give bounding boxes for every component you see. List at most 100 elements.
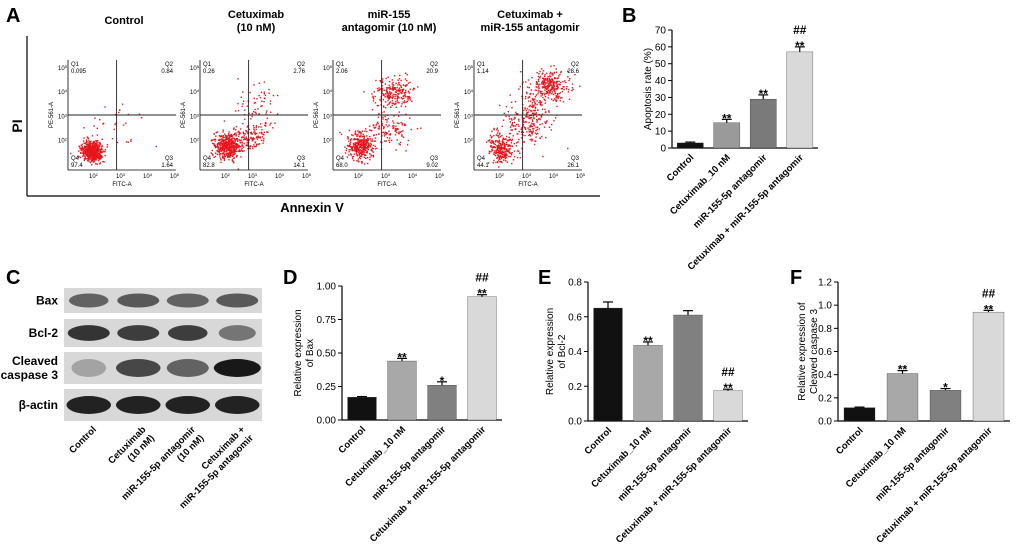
flow-event-dot — [499, 160, 501, 163]
flow-event-dot — [516, 156, 519, 159]
flow-event-dot — [504, 157, 506, 160]
flow-event-dot — [346, 144, 349, 147]
flow-event-dot — [356, 148, 358, 150]
flow-event-dot — [93, 148, 95, 150]
flow-event-dot — [363, 156, 365, 159]
flow-event-dot — [529, 117, 531, 120]
flow-event-dot — [214, 152, 217, 154]
flow-event-dot — [240, 156, 242, 158]
flow-event-dot — [369, 144, 371, 147]
flow-event-dot — [384, 83, 387, 85]
y-tick-label: 70 — [655, 26, 667, 37]
blot-band — [214, 396, 260, 414]
flow-event-dot — [553, 65, 555, 67]
flow-event-dot — [531, 119, 534, 121]
flow-event-dot — [494, 140, 497, 142]
flow-event-dot — [548, 92, 550, 94]
flow-event-dot — [225, 135, 228, 137]
flow-event-dot — [250, 133, 252, 135]
flow-x-tick: 102 — [495, 172, 505, 180]
flow-event-dot — [361, 147, 363, 150]
flow-event-dot — [409, 97, 411, 99]
flow-event-dot — [91, 164, 93, 166]
flow-event-dot — [93, 160, 95, 162]
flow-event-dot — [356, 145, 359, 147]
flow-event-dot — [502, 142, 504, 144]
flow-event-dot — [88, 149, 91, 151]
flow-event-dot — [543, 98, 546, 101]
flow-event-dot — [352, 157, 354, 160]
flow-plot-title: miR-155 antagomir — [480, 22, 580, 34]
flow-event-dot — [360, 144, 362, 146]
flow-event-dot — [560, 97, 562, 99]
flow-event-dot — [545, 88, 548, 90]
flow-event-dot — [504, 152, 506, 154]
flow-event-dot — [222, 153, 224, 155]
flow-event-dot — [350, 139, 352, 142]
flow-event-dot — [86, 149, 88, 151]
flow-event-dot — [556, 84, 558, 86]
flow-event-dot — [254, 102, 257, 104]
flow-event-dot — [555, 100, 557, 103]
flow-event-dot — [397, 88, 400, 91]
flow-event-dot — [548, 77, 550, 80]
flow-event-dot — [259, 132, 261, 134]
flow-event-dot — [365, 154, 367, 157]
flow-event-dot — [104, 149, 107, 151]
flow-event-dot — [394, 95, 396, 98]
flow-x-tick: 102 — [221, 172, 231, 180]
flow-event-dot — [243, 133, 245, 135]
flow-event-dot — [88, 141, 90, 143]
flow-event-dot — [541, 83, 543, 85]
flow-event-dot — [229, 152, 231, 154]
flow-cytometry-panel: PI Annexin V ControlQ10.095Q20.84Q31.64Q… — [9, 9, 600, 215]
flow-event-dot — [368, 147, 370, 149]
flow-event-dot — [502, 143, 504, 145]
flow-event-dot — [525, 128, 527, 130]
flow-event-dot — [385, 89, 387, 91]
flow-event-dot — [532, 128, 534, 130]
flow-event-dot — [231, 159, 233, 161]
flow-event-dot — [253, 97, 255, 99]
flow-event-dot — [95, 163, 97, 165]
flow-event-dot — [122, 124, 125, 126]
flow-event-dot — [408, 90, 410, 93]
flow-event-dot — [247, 148, 249, 150]
flow-event-dot — [530, 100, 532, 102]
flow-event-dot — [239, 139, 241, 142]
flow-event-dot — [247, 125, 249, 127]
flow-event-dot — [269, 100, 272, 102]
flow-event-dot — [251, 137, 253, 140]
flow-event-dot — [269, 124, 271, 126]
flow-event-dot — [350, 153, 352, 155]
flow-event-dot — [231, 147, 233, 149]
flow-event-dot — [355, 150, 357, 153]
flow-event-dot — [531, 126, 534, 128]
flow-event-dot — [391, 102, 393, 104]
flow-event-dot — [541, 73, 543, 75]
flow-event-dot — [490, 142, 492, 144]
flow-event-dot — [88, 154, 91, 157]
flow-event-dot — [503, 112, 505, 115]
flow-event-dot — [83, 153, 85, 155]
flow-event-dot — [232, 155, 234, 157]
flow-event-dot — [510, 145, 512, 147]
flow-event-dot — [94, 150, 97, 152]
flow-event-dot — [503, 159, 505, 161]
flow-event-dot — [379, 141, 382, 143]
flow-event-dot — [543, 126, 546, 128]
flow-event-dot — [548, 78, 550, 80]
flow-event-dot — [525, 116, 527, 118]
flow-event-dot — [528, 134, 530, 137]
flow-event-dot — [260, 126, 262, 128]
flow-event-dot — [500, 144, 502, 146]
flow-event-dot — [251, 138, 253, 140]
flow-event-dot — [113, 128, 116, 131]
flow-event-dot — [496, 134, 498, 137]
flow-event-dot — [531, 138, 533, 140]
flow-event-dot — [246, 144, 248, 146]
flow-event-dot — [236, 147, 238, 149]
flow-event-dot — [537, 83, 539, 86]
flow-event-dot — [365, 145, 367, 147]
flow-event-dot — [376, 147, 378, 149]
